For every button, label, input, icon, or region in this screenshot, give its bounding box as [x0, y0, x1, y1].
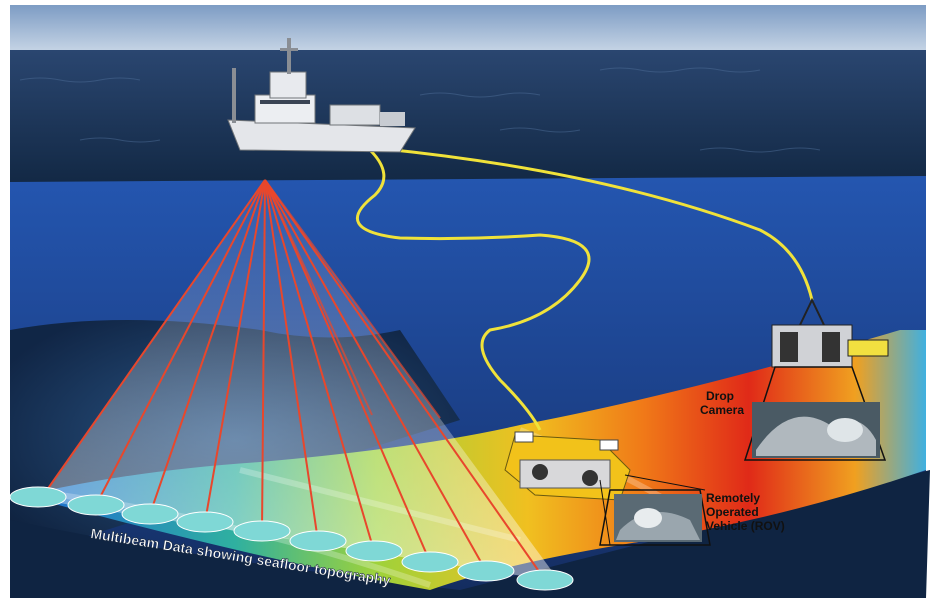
beam-footprint: [233, 520, 291, 542]
sonar-beam: [204, 179, 266, 523]
beam-footprint: [516, 569, 574, 591]
beam-footprint: [401, 551, 459, 573]
sonar-beam: [95, 179, 266, 506]
sonar-beam: [264, 179, 431, 563]
drop-camera-cable: [374, 146, 814, 301]
surface-waves: [19, 67, 821, 153]
rov-camera-view: [599, 474, 711, 546]
drop-camera-label: Drop Camera: [700, 389, 744, 417]
sonar-beam: [264, 179, 319, 542]
research-ship-icon: [227, 38, 416, 153]
rov-label: Remotely Operated Vehicle (ROV): [706, 491, 785, 533]
beam-footprint: [457, 560, 515, 582]
beam-footprint: [121, 503, 179, 525]
drop-camera-view: [743, 366, 887, 461]
ocean-surface: [10, 50, 926, 185]
sonar-fan-fill: [40, 180, 560, 582]
rov-tether: [355, 148, 591, 431]
sonar-beam: [264, 179, 441, 419]
rov-icon: [504, 431, 631, 501]
beam-footprint: [67, 494, 125, 516]
sonar-beam: [41, 179, 266, 498]
beam-footprint: [176, 511, 234, 533]
sonar-beam: [264, 179, 375, 552]
beam-footprint: [289, 530, 347, 552]
sonar-beam: [264, 179, 373, 416]
multibeam-sonar-fan: [9, 179, 574, 591]
sonar-beam: [149, 179, 266, 515]
sky: [10, 5, 926, 53]
sonar-beam: [264, 179, 487, 572]
sonar-beams: [41, 179, 546, 581]
beam-footprints: [9, 486, 574, 591]
sonar-beam: [264, 179, 546, 581]
beam-footprint: [9, 486, 67, 508]
sonar-beam: [261, 179, 266, 532]
rocky-seabed-front: [10, 470, 930, 598]
beam-footprint: [345, 540, 403, 562]
drop-camera-icon: [771, 297, 889, 368]
